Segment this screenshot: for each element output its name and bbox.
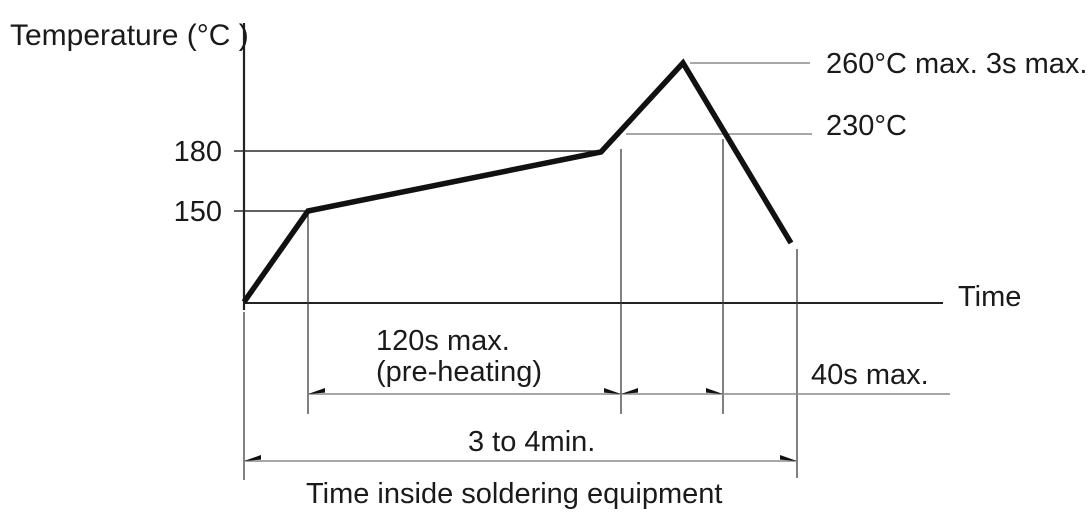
total-duration-label: 3 to 4min.: [468, 426, 596, 458]
arrowhead-total-right: [780, 455, 797, 461]
chart-caption: Time inside soldering equipment: [306, 478, 723, 510]
peak-zone-duration-label: 40s max.: [811, 359, 929, 391]
preheat-duration-label: 120s max. (pre-heating): [376, 326, 542, 388]
arrowhead-40s-right: [706, 388, 723, 394]
preheat-duration-line2: (pre-heating): [376, 356, 543, 388]
y-axis-title: Temperature (°C ): [10, 19, 249, 52]
y-tick-180: 180: [173, 136, 222, 168]
arrowhead-preheat-left: [308, 388, 325, 394]
x-axis-title: Time: [958, 281, 1022, 313]
arrowhead-40s-left: [621, 388, 638, 394]
arrowhead-total-left: [244, 455, 261, 461]
arrowhead-preheat-right: [604, 388, 621, 394]
temperature-profile-curve: [241, 58, 794, 304]
preheat-duration-line1: 120s max.: [376, 325, 510, 357]
y-tick-150: 150: [173, 196, 222, 228]
reflow-annotation: 230°C: [826, 110, 907, 142]
peak-annotation: 260°C max. 3s max.: [826, 48, 1088, 80]
